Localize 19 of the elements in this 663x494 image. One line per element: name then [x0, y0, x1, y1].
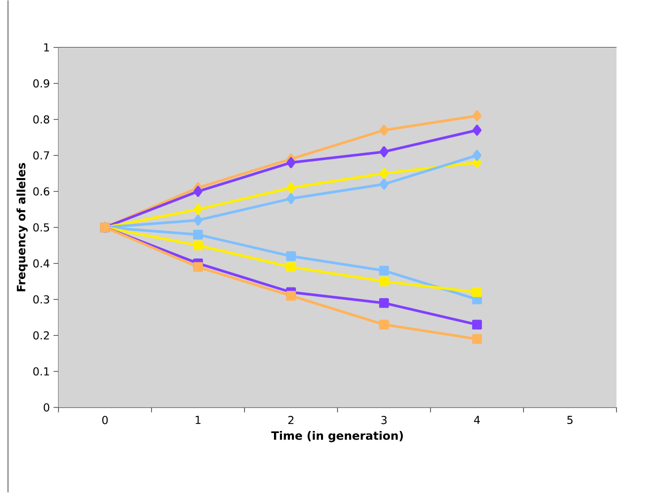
y-tick-label: 0.9	[33, 79, 50, 88]
x-tick-label: 5	[567, 416, 573, 424]
y-tick-label: 1	[44, 43, 49, 52]
y-tick-label: 0.4	[33, 259, 50, 268]
y-tick-label: 0.3	[33, 295, 50, 304]
x-tick-label: 3	[381, 416, 387, 424]
y-tick-label: 0	[44, 403, 50, 412]
y-tick-label: 0.8	[33, 115, 50, 124]
x-tick-label: 1	[196, 416, 200, 424]
y-tick-label: 0.5	[33, 223, 50, 232]
y-tick-label: 0.2	[33, 331, 49, 340]
x-tick-label: 4	[474, 416, 480, 424]
y-tick-label: 0.6	[33, 187, 50, 196]
x-tick-label: 0	[102, 416, 108, 424]
x-axis-title: Time (in generation)	[271, 430, 403, 442]
x-tick-label: 2	[288, 416, 294, 424]
y-axis-title: Frequency of alleles	[16, 162, 28, 292]
y-tick-label: 0.1	[33, 367, 49, 376]
y-tick-label: 0.7	[33, 151, 50, 160]
